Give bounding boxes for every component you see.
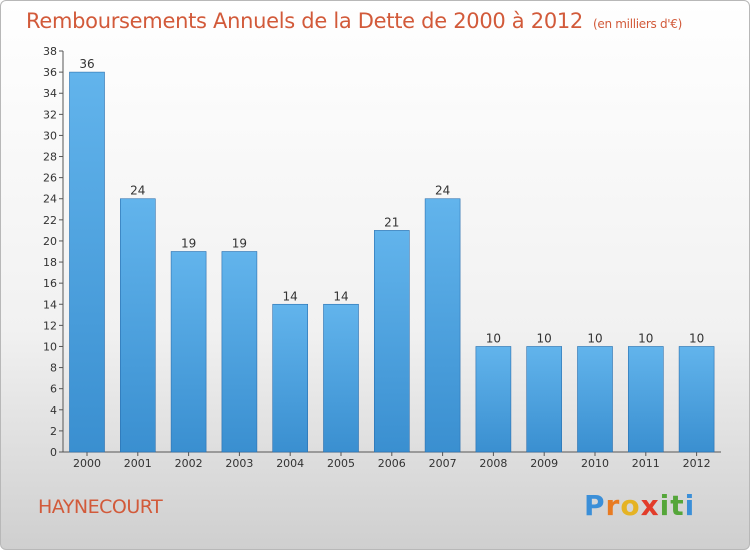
y-tick-label: 8 — [50, 362, 57, 375]
chart-subtitle: (en milliers d'€) — [593, 17, 683, 31]
logo-letter: i — [659, 489, 671, 522]
bar — [120, 198, 156, 453]
bar — [424, 198, 461, 453]
bar — [221, 251, 258, 453]
bar — [627, 346, 664, 453]
data-label: 10 — [587, 331, 602, 345]
y-tick-label: 34 — [43, 87, 57, 100]
logo-letter: o — [620, 489, 641, 522]
y-tick-label: 24 — [43, 193, 57, 206]
x-tick-label: 2002 — [175, 457, 203, 470]
bar — [577, 346, 613, 453]
bar — [272, 303, 309, 453]
data-label: 24 — [130, 184, 145, 198]
x-tick-label: 2009 — [530, 457, 558, 470]
y-tick-label: 28 — [43, 151, 57, 164]
x-tick-label: 2008 — [479, 457, 507, 470]
bar — [170, 251, 207, 453]
bars — [69, 71, 715, 453]
data-label: 36 — [79, 57, 94, 71]
bar — [526, 346, 563, 453]
data-label: 19 — [232, 237, 247, 251]
bar — [323, 303, 359, 453]
x-tick-label: 2012 — [683, 457, 711, 470]
data-label: 14 — [333, 289, 348, 303]
chart-title: Remboursements Annuels de la Dette de 20… — [26, 9, 682, 33]
x-tick-label: 2004 — [276, 457, 304, 470]
logo-letter: i — [684, 489, 696, 522]
logo-letter: P — [584, 489, 606, 522]
y-tick-label: 18 — [43, 256, 57, 269]
y-tick-label: 16 — [43, 277, 57, 290]
y-tick-label: 22 — [43, 214, 57, 227]
labels: 0246810121416182022242628303234363820003… — [43, 45, 711, 470]
data-label: 10 — [537, 331, 552, 345]
bar — [475, 346, 512, 453]
chart-title-text: Remboursements Annuels de la Dette de 20… — [26, 9, 583, 33]
x-tick-label: 2000 — [73, 457, 101, 470]
x-tick-label: 2005 — [327, 457, 355, 470]
commune-name: HAYNECOURT — [38, 496, 163, 518]
x-tick-label: 2007 — [429, 457, 457, 470]
x-tick-label: 2001 — [124, 457, 152, 470]
x-tick-label: 2006 — [378, 457, 406, 470]
data-label: 10 — [486, 331, 501, 345]
logo-letter: x — [640, 489, 660, 522]
y-tick-label: 14 — [43, 298, 57, 311]
y-tick-label: 10 — [43, 340, 57, 353]
data-label: 10 — [638, 331, 653, 345]
y-tick-label: 4 — [50, 404, 57, 417]
y-tick-label: 12 — [43, 319, 57, 332]
y-tick-label: 20 — [43, 235, 57, 248]
data-label: 14 — [283, 289, 298, 303]
logo-letter: t — [670, 489, 685, 522]
y-tick-label: 2 — [50, 425, 57, 438]
bar — [373, 230, 410, 453]
y-tick-label: 38 — [43, 45, 57, 58]
x-tick-label: 2010 — [581, 457, 609, 470]
y-tick-label: 32 — [43, 108, 57, 121]
x-tick-label: 2011 — [632, 457, 660, 470]
data-label: 21 — [384, 215, 399, 229]
proxiti-logo: Proxiti — [584, 489, 695, 522]
data-label: 24 — [435, 184, 450, 198]
y-tick-label: 26 — [43, 172, 57, 185]
y-tick-label: 30 — [43, 129, 57, 142]
y-tick-label: 6 — [50, 383, 57, 396]
data-label: 19 — [181, 237, 196, 251]
x-tick-label: 2003 — [225, 457, 253, 470]
logo-letter: r — [605, 489, 621, 522]
bar — [69, 71, 105, 453]
y-tick-label: 0 — [50, 446, 57, 459]
y-tick-label: 36 — [43, 66, 57, 79]
data-label: 10 — [689, 331, 704, 345]
bar — [678, 346, 715, 453]
